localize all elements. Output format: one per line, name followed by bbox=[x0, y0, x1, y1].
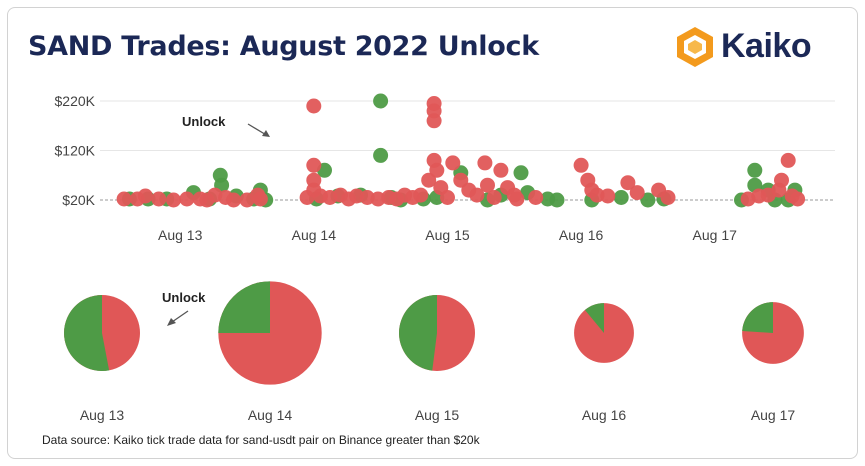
scatter-point-green bbox=[549, 192, 565, 208]
x-tick-label: Aug 15 bbox=[425, 227, 470, 243]
scatter-point-red bbox=[137, 188, 153, 204]
scatter-point-red bbox=[179, 191, 195, 207]
scatter-point-red bbox=[493, 162, 509, 178]
scatter-point-red bbox=[780, 152, 796, 168]
scatter-point-red bbox=[480, 177, 495, 193]
scatter-point-red bbox=[252, 191, 268, 207]
pie-category-label: Aug 16 bbox=[582, 407, 627, 423]
pie-slice-green bbox=[584, 303, 604, 333]
x-tick-label: Aug 17 bbox=[693, 227, 738, 243]
scatter-point-red bbox=[509, 191, 525, 207]
chart-frame bbox=[7, 7, 858, 459]
scatter-point-red bbox=[445, 155, 461, 171]
scatter-point-green bbox=[373, 147, 389, 163]
data-source-note: Data source: Kaiko tick trade data for s… bbox=[42, 433, 480, 447]
scatter-point-red bbox=[620, 175, 636, 191]
scatter-point-red bbox=[469, 187, 485, 203]
scatter-point-red bbox=[151, 191, 167, 207]
pie-category-label: Aug 14 bbox=[248, 407, 293, 423]
pie-slice-green bbox=[218, 281, 270, 333]
scatter-point-green bbox=[513, 165, 529, 181]
unlock-arrow-pie bbox=[171, 310, 189, 323]
scatter-point-green bbox=[373, 93, 389, 109]
scatter-point-red bbox=[629, 185, 645, 201]
pie-category-label: Aug 17 bbox=[751, 407, 796, 423]
scatter-point-red bbox=[426, 96, 442, 111]
scatter-point-red bbox=[774, 172, 789, 188]
pie-slice-green bbox=[742, 302, 773, 333]
scatter-point-red bbox=[600, 188, 616, 204]
scatter-point-red bbox=[589, 187, 605, 203]
scatter-point-red bbox=[429, 162, 445, 178]
scatter-point-red bbox=[421, 172, 437, 188]
unlock-arrow-head-pie bbox=[167, 318, 176, 326]
scatter-point-green bbox=[640, 192, 656, 208]
pie-category-label: Aug 13 bbox=[80, 407, 125, 423]
scatter-point-red bbox=[116, 191, 132, 207]
kaiko-logo: Kaiko bbox=[673, 25, 833, 71]
unlock-annotation-label: Unlock bbox=[182, 114, 226, 129]
x-tick-label: Aug 14 bbox=[292, 227, 337, 243]
chart-title: SAND Trades: August 2022 Unlock bbox=[28, 31, 539, 62]
x-tick-label: Aug 13 bbox=[158, 227, 203, 243]
pie-category-label: Aug 15 bbox=[415, 407, 460, 423]
scatter-point-red bbox=[528, 190, 544, 205]
scatter-point-red bbox=[306, 98, 322, 114]
kaiko-logo-icon bbox=[677, 27, 713, 67]
scatter-point-red bbox=[477, 155, 493, 171]
scatter-point-red bbox=[426, 113, 442, 129]
scatter-point-red bbox=[660, 190, 676, 205]
unlock-arrow-head bbox=[262, 130, 270, 137]
x-tick-label: Aug 16 bbox=[559, 227, 604, 243]
scatter-point-red bbox=[166, 192, 181, 208]
pie-slice-green bbox=[399, 295, 437, 371]
y-tick-label: $220K bbox=[55, 93, 96, 109]
scatter-point-green bbox=[613, 190, 629, 205]
pie-slice-green bbox=[64, 295, 110, 371]
y-tick-label: $120K bbox=[55, 143, 96, 159]
scatter-point-green bbox=[747, 162, 763, 178]
scatter-point-red bbox=[413, 187, 429, 203]
scatter-point-red bbox=[440, 190, 455, 205]
scatter-point-red bbox=[573, 157, 589, 173]
kaiko-logo-text: Kaiko bbox=[721, 27, 812, 65]
scatter-point-red bbox=[226, 192, 242, 208]
y-tick-label: $20K bbox=[62, 192, 95, 208]
scatter-point-red bbox=[486, 190, 502, 205]
scatter-point-red bbox=[790, 191, 806, 207]
unlock-annotation-label-pie: Unlock bbox=[162, 290, 206, 305]
scatter-point-red bbox=[306, 157, 322, 173]
